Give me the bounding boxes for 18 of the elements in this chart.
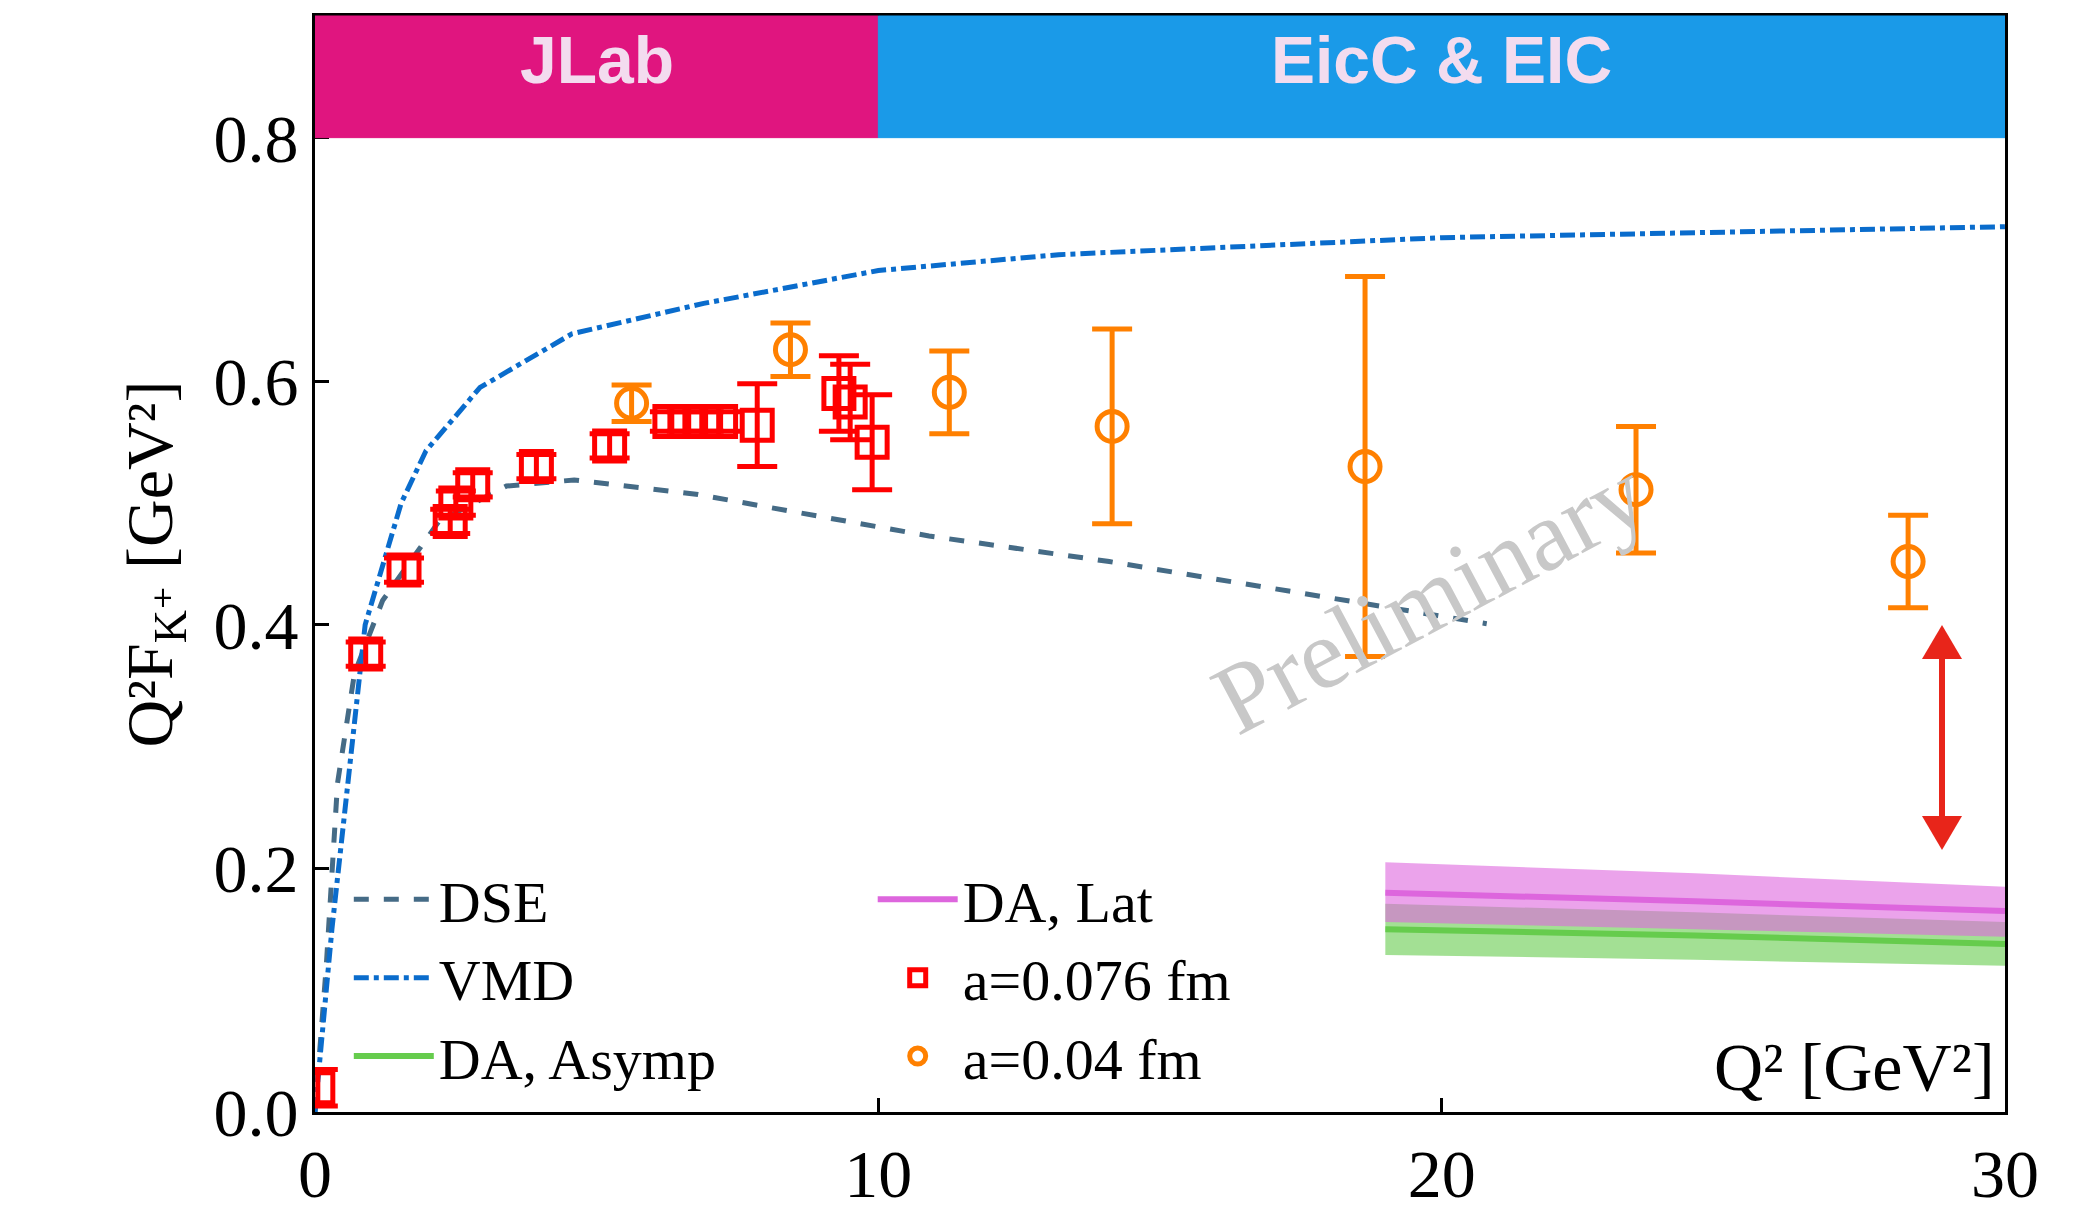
x-tick-label: 0 (298, 1135, 332, 1209)
legend-label: a=0.076 fm (962, 948, 1231, 1014)
y-tick-label: 0.8 (213, 100, 299, 177)
legend-label: DA, Asymp (438, 1026, 716, 1092)
y-tick-label: 0.6 (213, 344, 299, 421)
x-axis-title: Q² [GeV²] (1714, 1029, 1995, 1105)
y-tick-label: 0.2 (213, 831, 299, 908)
band-label: JLab (520, 23, 675, 97)
x-tick-label: 30 (1971, 1135, 2039, 1209)
band-label: EicC & EIC (1271, 23, 1613, 97)
y-tick-label: 0.0 (213, 1074, 299, 1151)
legend-label: a=0.04 fm (962, 1026, 1202, 1092)
legend-label: DSE (438, 869, 549, 935)
x-tick-label: 10 (844, 1135, 913, 1209)
x-tick-label: 20 (1407, 1135, 1476, 1209)
y-tick-label: 0.4 (213, 587, 299, 664)
legend-label: VMD (438, 948, 575, 1014)
legend-label: DA, Lat (962, 869, 1153, 935)
